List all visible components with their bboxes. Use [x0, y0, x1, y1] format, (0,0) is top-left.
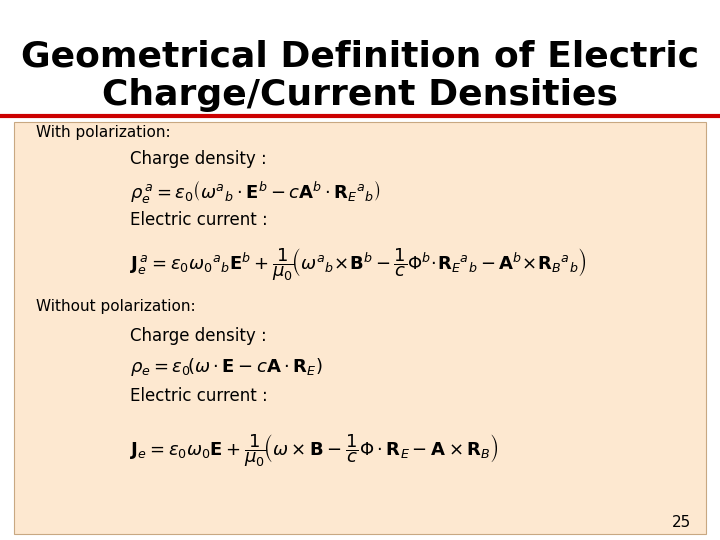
- Text: Without polarization:: Without polarization:: [36, 299, 196, 314]
- Text: Charge density :: Charge density :: [130, 327, 266, 345]
- Text: Electric current :: Electric current :: [130, 211, 267, 230]
- Text: 25: 25: [672, 515, 691, 530]
- Text: Electric current :: Electric current :: [130, 387, 267, 405]
- Text: $\rho_e^{\,a} = \varepsilon_0 \left(\omega^a{}_b \cdot \mathbf{E}^b - c\mathbf{A: $\rho_e^{\,a} = \varepsilon_0 \left(\ome…: [130, 178, 380, 205]
- Text: Geometrical Definition of Electric: Geometrical Definition of Electric: [21, 40, 699, 73]
- Text: Charge/Current Densities: Charge/Current Densities: [102, 78, 618, 111]
- Text: With polarization:: With polarization:: [36, 125, 171, 140]
- Text: $\rho_e = \varepsilon_0\!\left(\omega\cdot\mathbf{E} - c\mathbf{A}\cdot\mathbf{R: $\rho_e = \varepsilon_0\!\left(\omega\cd…: [130, 356, 323, 378]
- FancyBboxPatch shape: [14, 122, 706, 534]
- FancyBboxPatch shape: [0, 0, 720, 116]
- Text: Charge density :: Charge density :: [130, 150, 266, 168]
- Text: $\mathbf{J}_e = \varepsilon_0\omega_0\mathbf{E} + \dfrac{1}{\mu_0}\!\left(\omega: $\mathbf{J}_e = \varepsilon_0\omega_0\ma…: [130, 433, 498, 469]
- Text: $\mathbf{J}_e^{\,a} = \varepsilon_0\omega_0{}^a{}_b\mathbf{E}^b + \dfrac{1}{\mu_: $\mathbf{J}_e^{\,a} = \varepsilon_0\omeg…: [130, 246, 587, 283]
